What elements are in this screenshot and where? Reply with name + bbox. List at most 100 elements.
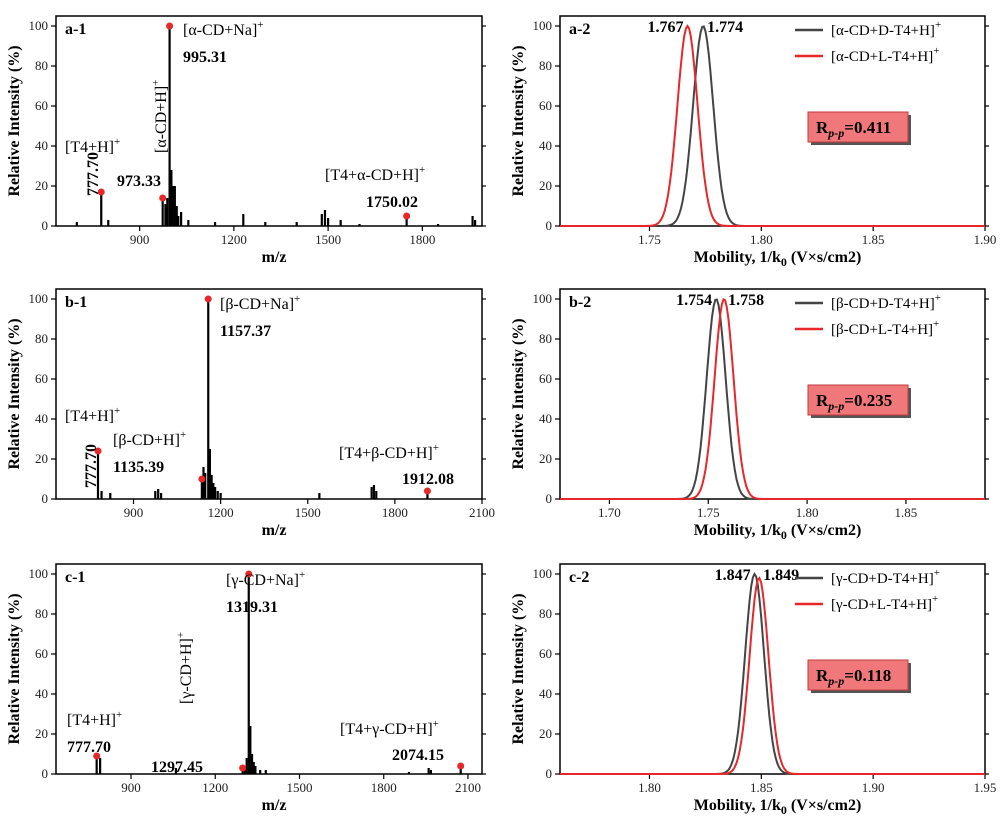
annotation-complex-mz-text: 2074.15 xyxy=(392,747,444,764)
annotation-cdna-ion: [γ-CD+Na]+ xyxy=(226,569,305,589)
y-tick-label: 100 xyxy=(29,291,49,306)
x-axis-label-unit: (V×s/cm2) xyxy=(787,797,861,814)
y-tick-label: 0 xyxy=(42,491,49,506)
rpp-subscript: p-p xyxy=(827,674,844,688)
annotation-complex-mz: 1750.02 xyxy=(366,194,418,211)
annotation-complex-ion: [T4+β-CD+H]+ xyxy=(339,442,439,462)
y-tick-label: 20 xyxy=(35,178,48,193)
x-tick-label: 1.70 xyxy=(598,505,621,520)
y-tick-label: 40 xyxy=(35,411,48,426)
x-tick-label: 1.90 xyxy=(974,232,997,247)
legend-entry-d-t4: [β-CD+D-T4+H]+ xyxy=(831,292,941,312)
peak-label-right: 1.758 xyxy=(728,292,764,309)
x-axis-label-main: Mobility, 1/k xyxy=(694,522,781,539)
panel-label: a-2 xyxy=(569,21,590,38)
y-tick-label: 80 xyxy=(35,58,48,73)
y-tick-label: 60 xyxy=(539,98,552,113)
peak-label-left: 1.767 xyxy=(648,19,684,36)
annotation-cdh-ion-text: [α-CD+H] xyxy=(153,86,170,153)
x-tick-label: 1.95 xyxy=(974,780,997,795)
legend-entry-l-t4-text: [β-CD+L-T4+H] xyxy=(831,322,933,338)
legend-entry-d-t4-superscript: + xyxy=(935,292,941,304)
x-axis-label-subscript: 0 xyxy=(781,255,787,269)
annotation-t4h-mz: 777.70 xyxy=(67,739,111,756)
panel-b2: 0 20 40 60 80 100 1.70 1.75 1.80 1.85 Relative Int… xyxy=(510,288,989,542)
annotation-cdh-ion-text: [β-CD+H] xyxy=(113,432,180,449)
x-tick-label: 1.80 xyxy=(638,780,661,795)
legend-entry-l-t4: [γ-CD+L-T4+H]+ xyxy=(831,593,938,613)
peak-marker xyxy=(97,188,105,196)
annotation-cdh-ion-superscript: + xyxy=(175,632,187,638)
x-axis-label-main: m/z xyxy=(262,797,287,814)
y-tick-label: 100 xyxy=(533,566,553,581)
rpp-box xyxy=(807,384,909,416)
annotation-cdh-mz: 1135.39 xyxy=(113,459,164,476)
annotation-t4h-ion-superscript: + xyxy=(114,405,120,417)
peak-marker xyxy=(166,22,174,30)
legend-entry-l-t4-superscript: + xyxy=(933,318,939,330)
x-tick-label: 2100 xyxy=(469,505,495,520)
panel-c1: 0 20 40 60 80 100 900 1200 1500 1800 2100 Relative … xyxy=(6,563,486,814)
legend-entry-d-t4-superscript: + xyxy=(934,567,940,579)
peak-marker xyxy=(245,570,253,578)
y-tick-label: 0 xyxy=(546,218,553,233)
annotation-cdna-ion-text: [α-CD+Na] xyxy=(183,22,257,39)
series-line-l-t4 xyxy=(560,24,985,227)
x-axis-label-unit: (V×s/cm2) xyxy=(787,522,861,539)
peak-marker xyxy=(239,764,247,772)
y-axis-label: Relative Intensity (%) xyxy=(6,318,23,469)
panel-label: b-2 xyxy=(569,294,591,311)
x-tick-label: 900 xyxy=(124,505,144,520)
legend-entry-l-t4-text: [α-CD+L-T4+H] xyxy=(831,49,933,65)
plot-frame xyxy=(55,288,483,500)
annotation-t4h-ion-text: [T4+H] xyxy=(65,408,114,425)
annotation-cdna-mz-text: 995.31 xyxy=(183,49,227,66)
x-axis-label-unit: (V×s/cm2) xyxy=(787,249,861,266)
legend-entry-l-t4: [β-CD+L-T4+H]+ xyxy=(831,318,939,338)
peak-marker xyxy=(403,212,411,220)
annotation-t4h-mz: 777.70 xyxy=(85,152,102,196)
annotation-t4h-ion-text: [T4+H] xyxy=(65,139,114,156)
annotation-cdh-mz-text: 1297.45 xyxy=(151,759,203,776)
annotation-cdh-mz: 1297.45 xyxy=(151,759,203,776)
rpp-value: Rp-p=0.118 xyxy=(816,666,891,688)
panel-label: b-1 xyxy=(65,294,87,311)
annotation-complex-ion: [T4+α-CD+H]+ xyxy=(325,164,425,184)
peak-label-left: 1.754 xyxy=(676,292,712,309)
annotation-t4h-ion-superscript: + xyxy=(114,136,120,148)
annotation-complex-ion-superscript: + xyxy=(433,442,439,454)
rpp-box xyxy=(807,111,909,143)
annotation-t4h-mz-text: 777.70 xyxy=(83,444,100,488)
y-tick-label: 0 xyxy=(42,766,49,781)
plot-frame xyxy=(559,15,986,227)
peak-marker xyxy=(423,487,431,495)
annotation-complex-mz: 2074.15 xyxy=(392,747,444,764)
y-axis-label: Relative Intensity (%) xyxy=(6,593,23,744)
x-tick-label: 1.80 xyxy=(796,505,819,520)
annotation-cdna-ion-superscript: + xyxy=(257,19,263,31)
y-axis-label: Relative Intensity (%) xyxy=(6,45,23,196)
y-tick-label: 40 xyxy=(539,138,552,153)
x-axis-label: m/z xyxy=(262,797,287,814)
peak-label-left: 1.847 xyxy=(715,567,751,584)
annotation-t4h-ion-superscript: + xyxy=(116,709,122,721)
x-axis-label-subscript: 0 xyxy=(781,528,787,542)
x-tick-label: 900 xyxy=(121,780,141,795)
y-tick-label: 20 xyxy=(539,451,552,466)
x-axis-label-subscript: 0 xyxy=(781,803,787,817)
peak-marker xyxy=(94,447,102,455)
x-tick-label: 1800 xyxy=(382,505,408,520)
legend-entry-d-t4-text: [β-CD+D-T4+H] xyxy=(831,296,935,312)
peak-label-right: 1.849 xyxy=(763,567,799,584)
x-axis-label: Mobility, 1/k0 (V×s/cm2) xyxy=(694,797,862,817)
annotation-complex-ion: [T4+γ-CD+H]+ xyxy=(340,718,439,738)
y-axis-label: Relative Intensity (%) xyxy=(510,593,527,744)
peak-marker xyxy=(159,194,167,202)
legend-entry-d-t4-text: [γ-CD+D-T4+H] xyxy=(831,571,934,587)
x-axis-label-main: Mobility, 1/k xyxy=(694,249,781,266)
x-tick-label: 1200 xyxy=(202,780,228,795)
annotation-cdh-ion: [γ-CD+H]+ xyxy=(175,632,195,704)
annotation-cdh-mz: 973.33 xyxy=(117,173,161,190)
annotation-t4h-mz: 777.70 xyxy=(83,444,100,488)
x-tick-label: 1500 xyxy=(286,780,312,795)
